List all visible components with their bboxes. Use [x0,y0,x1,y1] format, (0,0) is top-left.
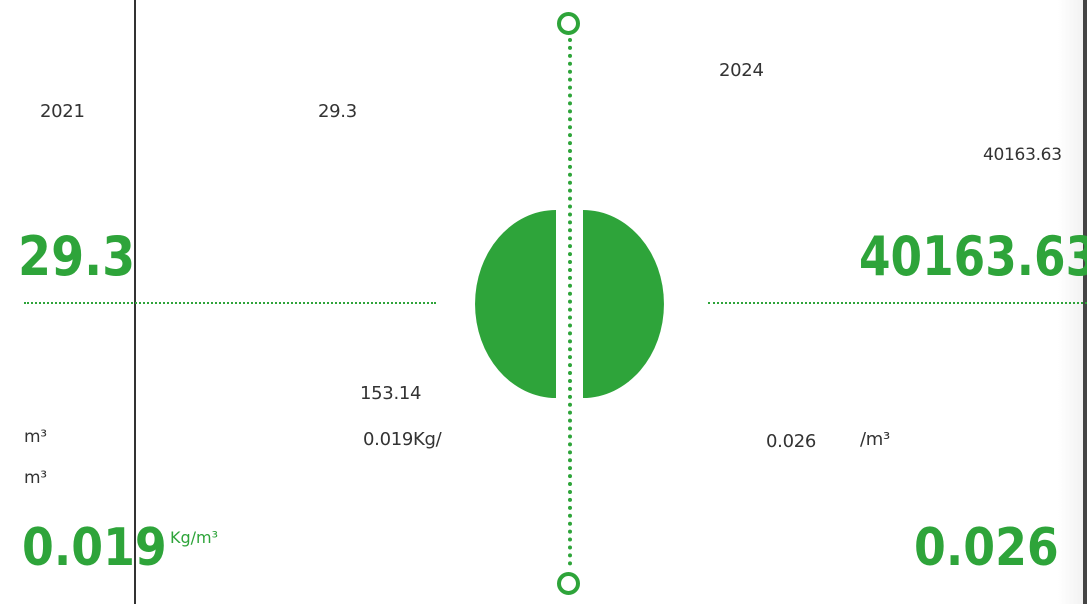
right-density-small: 0.026 [766,431,817,452]
left-value-big: 29.3 [18,225,136,288]
left-unit-m3-a: m³ [24,427,47,447]
right-density-unit-small: /m³ [860,429,890,450]
bottom-ring-node [557,572,580,595]
left-unit-m3-b: m³ [24,468,47,488]
center-dotted-axis [568,38,572,566]
left-density-big: 0.019 [22,518,167,578]
left-dotted-line [24,302,436,304]
split-circle-icon [475,210,664,398]
right-dotted-line [708,302,1087,304]
right-value-small: 40163.63 [983,145,1062,165]
right-half-circle [583,210,664,398]
top-ring-node [557,12,580,35]
right-value-big: 40163.63 [859,225,1087,288]
left-value-small: 29.3 [318,101,357,122]
left-area-small: 153.14 [360,383,422,404]
left-half-circle [475,210,556,398]
right-year: 2024 [719,60,764,81]
left-density-small: 0.019Kg/ [363,429,442,450]
left-density-unit: Kg/m³ [170,528,219,547]
right-density-big: 0.026 [914,518,1059,578]
left-year: 2021 [40,101,85,122]
